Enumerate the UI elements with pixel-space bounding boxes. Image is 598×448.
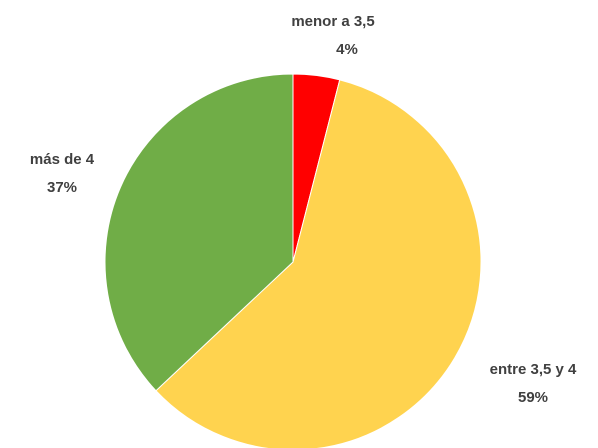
pie-slice: [104, 73, 294, 392]
slice-value-label: 37%: [47, 179, 77, 196]
slice-label: más de 4: [30, 151, 95, 168]
pie-slice: [155, 79, 482, 448]
slice-value-label: 59%: [518, 389, 548, 406]
slice-label: menor a 3,5: [291, 13, 374, 30]
slice-label: entre 3,5 y 4: [490, 361, 577, 378]
slice-value-label: 4%: [336, 41, 358, 58]
